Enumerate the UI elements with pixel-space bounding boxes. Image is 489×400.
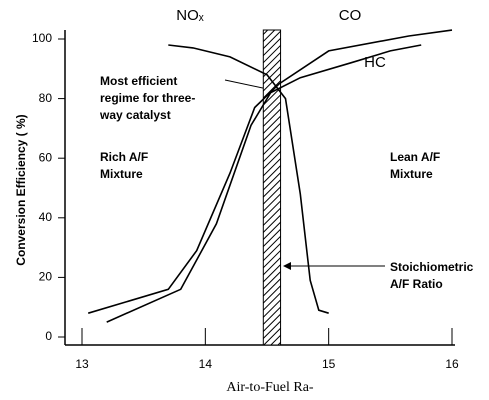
y-tick-label: 100 xyxy=(32,31,52,45)
series-label: HC xyxy=(364,54,386,71)
annotation: Stoichiometric xyxy=(390,260,474,274)
x-tick-label: 15 xyxy=(322,357,336,371)
series-label: CO xyxy=(339,7,362,24)
x-tick-label: 13 xyxy=(75,357,89,371)
y-tick-label: 60 xyxy=(39,150,53,164)
series-line xyxy=(87,29,453,314)
annotation: way catalyst xyxy=(99,108,171,122)
annotation: Mixture xyxy=(390,167,433,181)
y-tick-label: 80 xyxy=(39,91,53,105)
annotation: A/F Ratio xyxy=(390,277,443,291)
x-tick-label: 14 xyxy=(199,357,213,371)
x-axis-label: Air-to-Fuel Ra- xyxy=(226,380,314,395)
x-tick-label: 16 xyxy=(445,357,459,371)
series-line xyxy=(168,44,329,314)
annotation: Mixture xyxy=(100,167,143,181)
annotation: Lean A/F xyxy=(390,150,440,164)
series-line xyxy=(106,44,422,323)
series-label: NOₓ xyxy=(176,7,204,24)
annotation: Most efficient xyxy=(100,74,177,88)
y-axis-label: Conversion Efficiency ( %) xyxy=(14,114,28,265)
y-tick-label: 0 xyxy=(45,329,52,343)
stoichiometric-band xyxy=(262,29,282,346)
annotation: regime for three- xyxy=(100,91,195,105)
axes xyxy=(64,30,455,346)
annotation: Rich A/F xyxy=(100,150,148,164)
y-tick-label: 40 xyxy=(39,210,53,224)
y-tick-label: 20 xyxy=(39,270,53,284)
